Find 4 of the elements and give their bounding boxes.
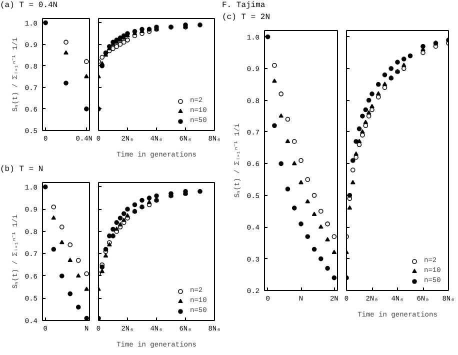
chart-title: (c) T = 2N	[222, 12, 270, 24]
chart-title: (a) T = 0.4N	[0, 0, 58, 12]
chart-title: (b) T = N	[0, 164, 44, 176]
text: F. Tajima	[222, 0, 266, 12]
